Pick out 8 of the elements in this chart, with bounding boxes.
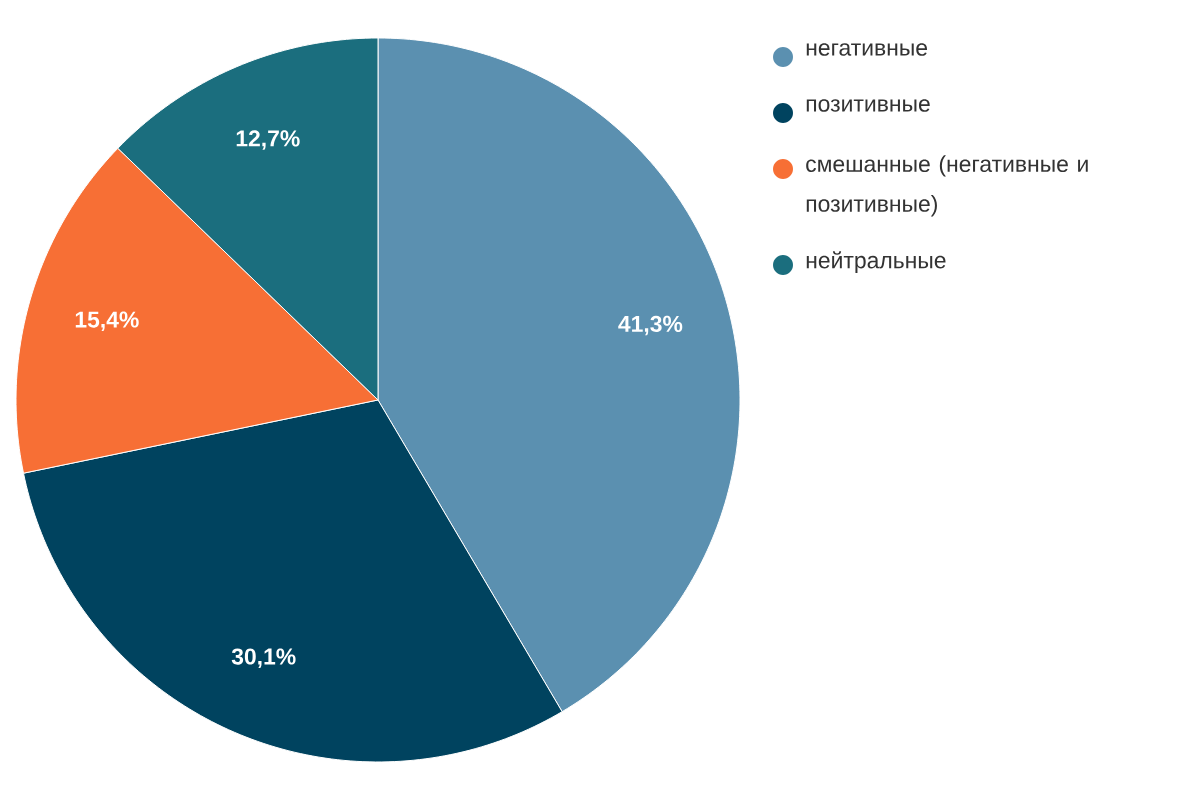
- data-label: 12,7%: [236, 130, 300, 150]
- legend-label: позитивные: [806, 99, 930, 112]
- legend-label: смешанные (негативные и позитивные): [806, 155, 1088, 217]
- legend-label: нейтральные: [806, 251, 946, 273]
- legend-label: негативные: [806, 43, 928, 56]
- data-label: 41,3%: [618, 315, 683, 336]
- data-label: 15,4%: [75, 311, 139, 331]
- data-label: 30,1%: [231, 648, 296, 668]
